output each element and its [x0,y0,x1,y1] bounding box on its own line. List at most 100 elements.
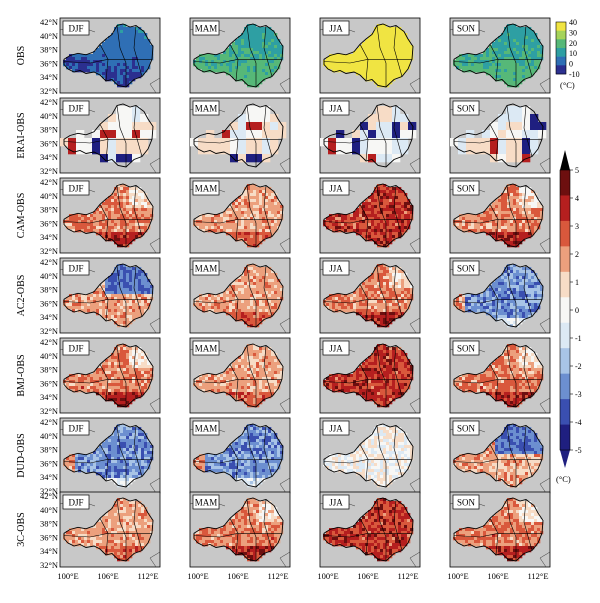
field-cell [123,81,127,85]
province-border [133,25,143,77]
field-cell [383,223,387,227]
field-cell [534,196,538,200]
field-cell [120,235,124,239]
field-cell [105,300,109,304]
field-cell [147,380,151,384]
field-cell [516,211,520,215]
field-cell [265,187,269,191]
field-cell [507,291,511,295]
field-cell [465,303,469,307]
field-cell [232,294,236,298]
field-cell [262,154,271,163]
field-cell [116,130,125,139]
field-cell [108,229,112,233]
field-cell [374,51,378,55]
field-cell [522,267,526,271]
province-border [453,219,542,224]
field-cell [105,60,109,64]
field-cell [401,303,405,307]
field-cell [120,27,124,31]
field-cell [96,63,100,67]
field-cell [359,45,363,49]
field-cell [256,276,260,280]
field-cell [516,300,520,304]
field-cell [519,294,523,298]
field-cell [214,294,218,298]
field-cell [383,264,387,268]
field-cell [135,66,139,70]
field-cell [371,75,375,79]
field-cell [362,303,366,307]
field-cell [525,42,529,46]
field-cell [516,205,520,209]
field-cell [389,72,393,76]
field-cell [229,220,233,224]
field-cell [277,45,281,49]
field-cell [383,306,387,310]
field-cell [540,294,544,298]
field-cell [135,75,139,79]
field-cell [220,309,224,313]
field-cell [123,380,127,384]
field-cell [241,291,245,295]
field-cell [129,220,133,224]
field-cell [519,297,523,301]
field-cell [501,232,505,236]
field-cell [132,138,141,147]
field-cell [519,63,523,67]
field-cell [72,303,76,307]
field-cell [141,193,145,197]
field-cell [506,114,515,123]
field-cell [504,75,508,79]
field-cell [513,312,517,316]
field-cell [196,226,200,230]
field-cell [392,36,396,40]
field-cell [362,217,366,221]
field-cell [400,122,409,131]
field-cell [510,39,514,43]
field-cell [241,235,245,239]
field-cell [362,226,366,230]
field-cell [226,69,230,73]
field-cell [138,42,142,46]
field-cell [377,306,381,310]
field-cell [238,39,242,43]
field-cell [501,306,505,310]
field-cell [202,54,206,58]
field-cell [217,229,221,233]
field-cell [117,383,121,387]
field-cell [395,60,399,64]
field-cell [111,392,115,396]
field-cell [135,288,139,292]
lat-tick-label: 40°N [40,191,58,201]
field-cell [522,138,531,147]
field-cell [111,312,115,316]
field-cell [368,208,372,212]
field-cell [135,276,139,280]
field-cell [371,232,375,236]
field-cell [404,226,408,230]
field-cell [462,66,466,70]
field-cell [525,45,529,49]
field-cell [129,291,133,295]
field-cell [120,324,124,328]
field-cell [205,69,209,73]
field-cell [483,297,487,301]
field-cell [120,45,124,49]
field-cell [380,226,384,230]
field-cell [135,187,139,191]
field-cell [220,226,224,230]
field-cell [108,211,112,215]
field-cell [214,223,218,227]
field-cell [208,226,212,230]
field-cell [247,315,251,319]
field-cell [256,291,260,295]
season-label: DJF [68,344,83,354]
field-cell [129,374,133,378]
field-cell [247,193,251,197]
field-cell [392,273,396,277]
field-cell [147,285,151,289]
field-cell [96,303,100,307]
field-cell [492,63,496,67]
field-cell [383,214,387,218]
